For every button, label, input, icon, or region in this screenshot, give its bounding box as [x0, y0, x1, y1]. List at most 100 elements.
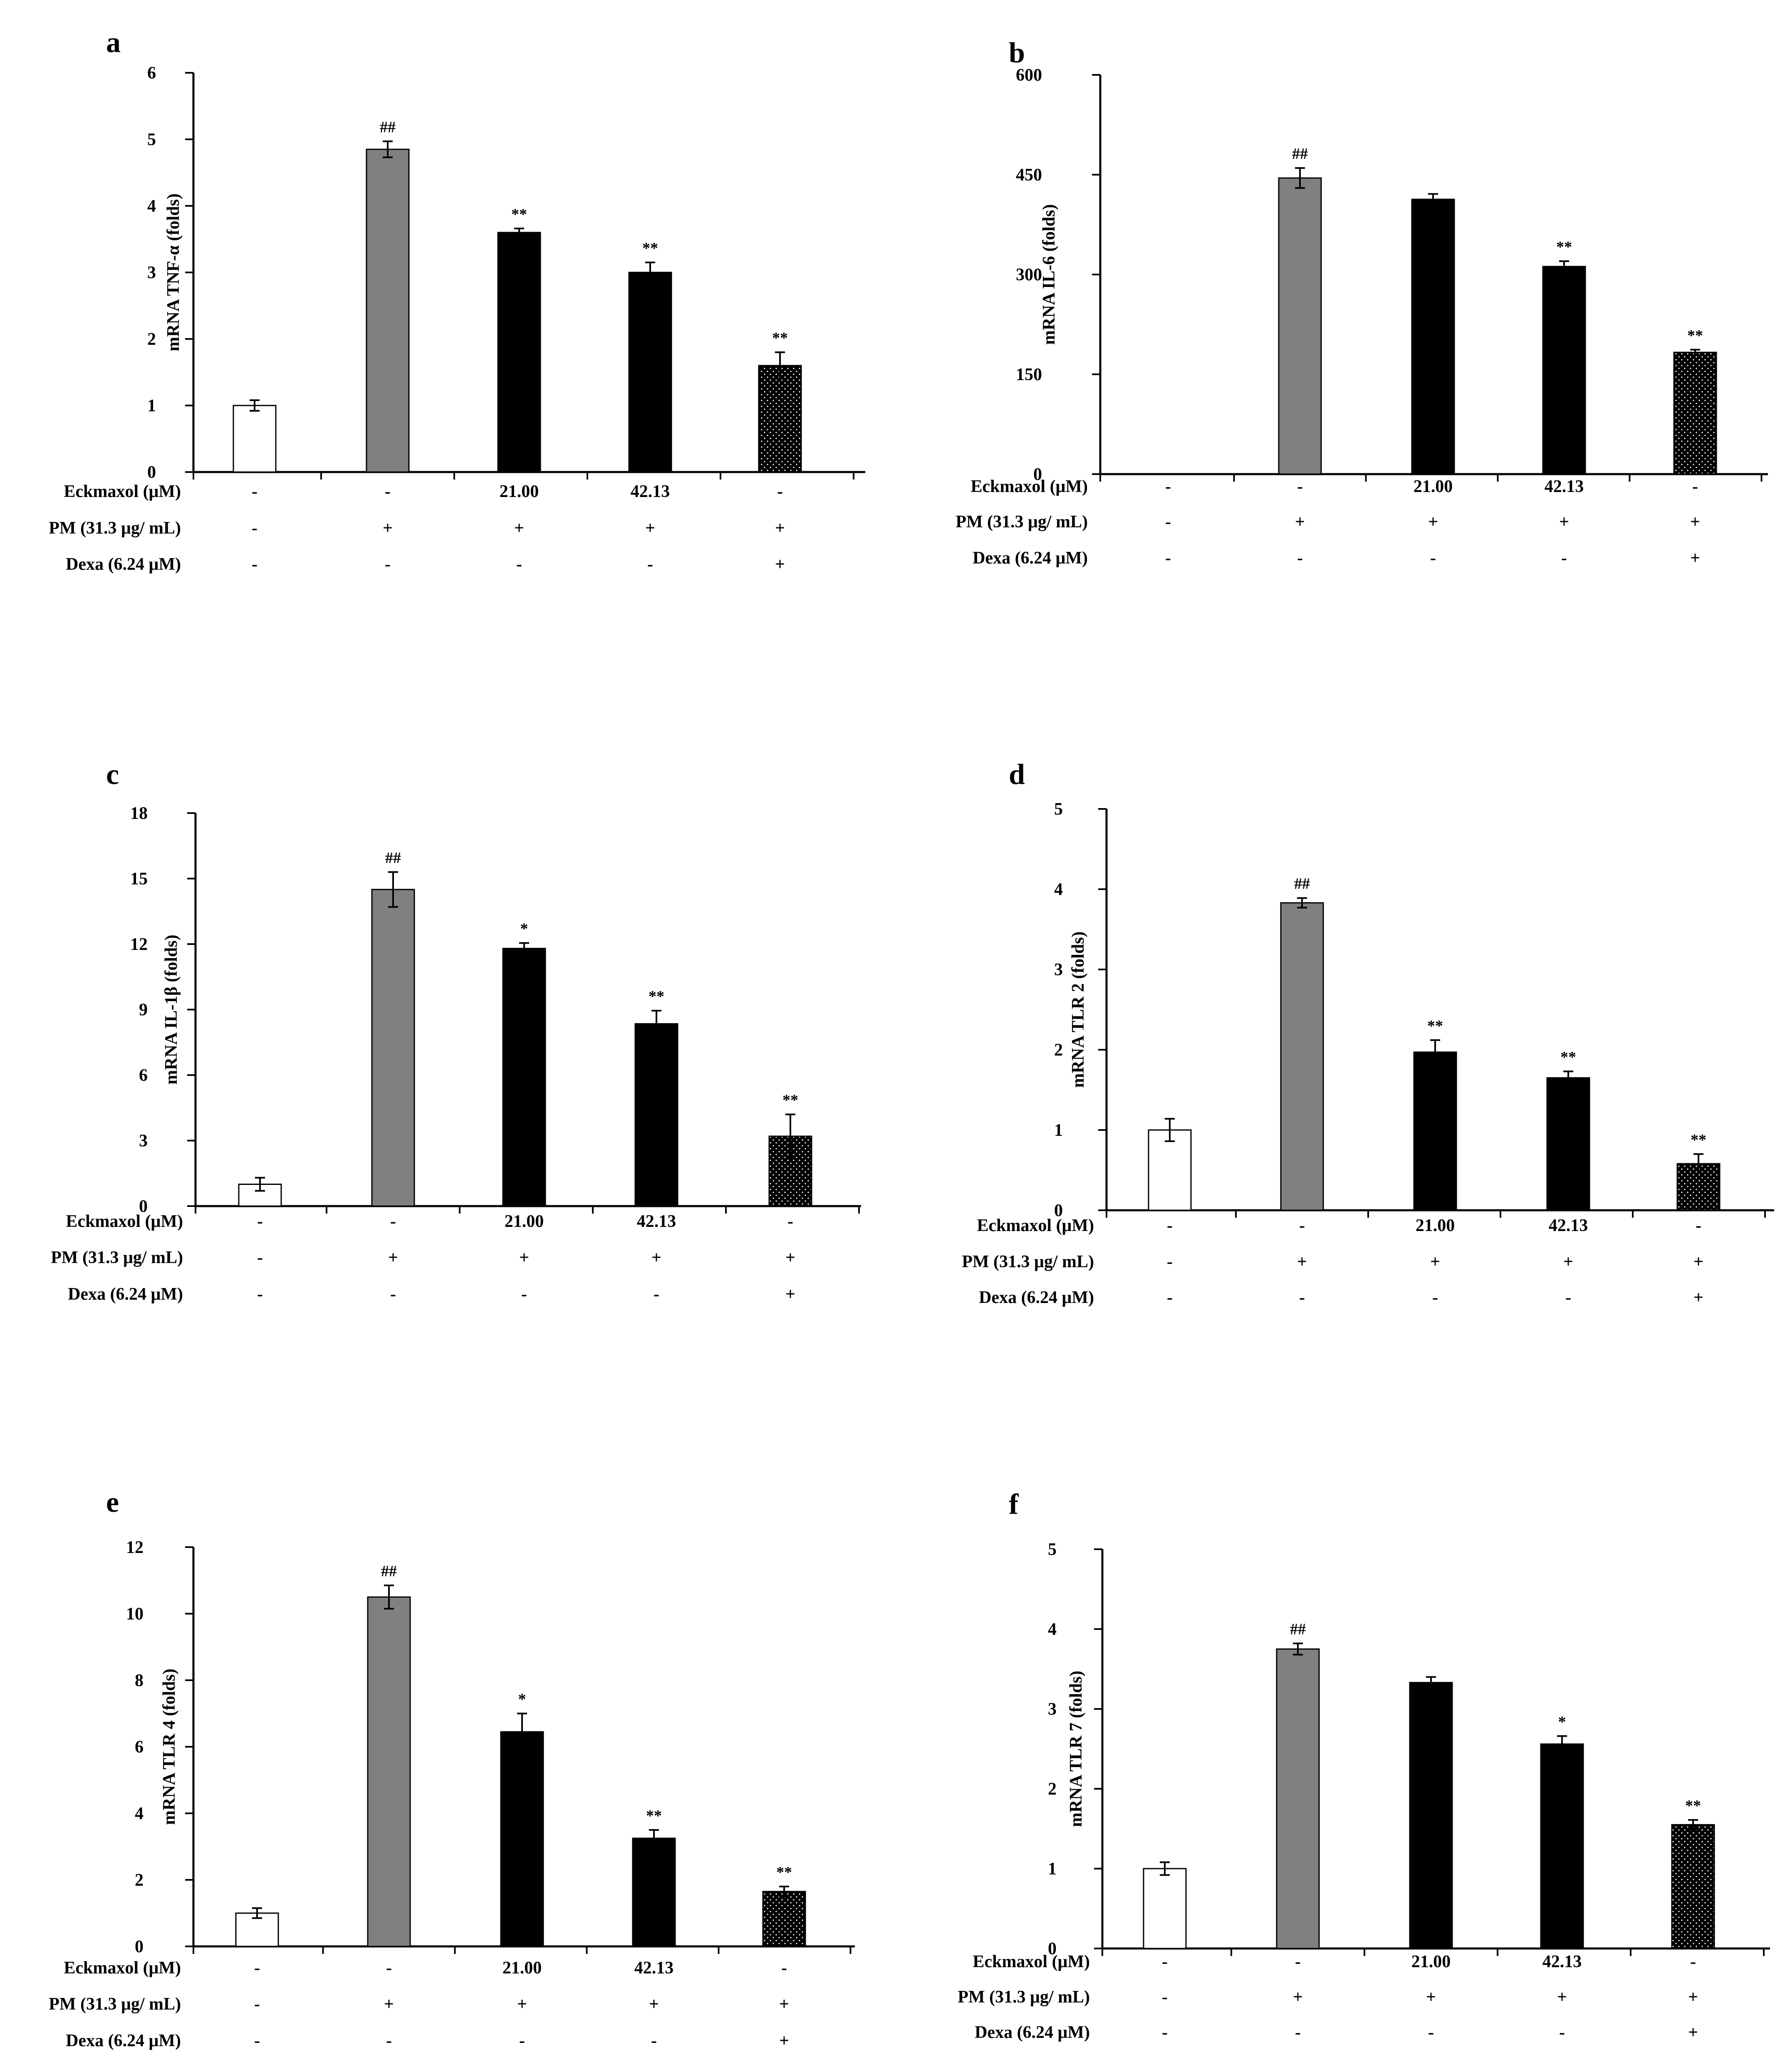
significance-label: * [1558, 1713, 1566, 1731]
condition-value-pm: + [651, 1248, 661, 1267]
condition-value-pm: + [779, 1995, 789, 2014]
bar-a-1 [366, 148, 410, 473]
condition-value-dexa: - [651, 2031, 657, 2050]
y-tick-label: 0 [1054, 1201, 1063, 1220]
bar-a-3 [628, 272, 672, 473]
condition-value-dexa: - [1559, 2023, 1565, 2042]
condition-value-pm: + [1297, 1252, 1307, 1271]
y-tick-label: 2 [1054, 1041, 1063, 1060]
condition-label-pm: PM (31.3 μg/ mL) [962, 1252, 1094, 1271]
significance-label: ** [1687, 327, 1703, 344]
y-tick-label: 150 [1016, 365, 1042, 384]
condition-value-dexa: - [390, 1285, 396, 1304]
condition-label-eckmaxol: Eckmaxol (μM) [973, 1952, 1090, 1971]
condition-value-dexa: - [252, 555, 257, 574]
condition-value-pm: - [1165, 512, 1171, 532]
condition-value-pm: + [645, 519, 655, 538]
condition-value-pm: + [649, 1995, 659, 2014]
condition-value-eckmaxol: - [1165, 477, 1171, 496]
significance-label: ** [1556, 238, 1572, 256]
significance-label: ** [649, 988, 664, 1005]
y-tick-label: 4 [135, 1804, 144, 1823]
bar-b-4 [1673, 351, 1717, 475]
condition-value-pm: + [388, 1248, 398, 1267]
y-tick-label: 3 [1048, 1700, 1057, 1719]
condition-label-eckmaxol: Eckmaxol (μM) [66, 1212, 183, 1231]
condition-value-eckmaxol: 21.00 [1414, 477, 1453, 496]
condition-value-pm: + [519, 1248, 529, 1267]
condition-value-pm: - [1167, 1252, 1173, 1271]
y-tick-label: 0 [1048, 1939, 1057, 1958]
condition-value-eckmaxol: - [1297, 477, 1303, 496]
condition-label-dexa: Dexa (6.24 μM) [973, 549, 1088, 568]
bar-a-2 [497, 232, 541, 473]
condition-value-pm: + [1293, 1988, 1303, 2007]
y-tick-label: 3 [139, 1132, 148, 1151]
bar-f-2 [1409, 1682, 1453, 1949]
condition-label-eckmaxol: Eckmaxol (μM) [970, 477, 1088, 496]
y-tick-label: 2 [147, 330, 156, 349]
panel-letter: b [1009, 37, 1025, 69]
y-tick-label: 12 [126, 1538, 144, 1557]
condition-value-pm: + [517, 1995, 527, 2014]
condition-value-eckmaxol: - [781, 1958, 787, 1978]
condition-value-eckmaxol: - [385, 482, 391, 501]
condition-value-eckmaxol: 42.13 [634, 1958, 674, 1978]
significance-label: ## [380, 119, 396, 136]
condition-value-pm: - [1162, 1988, 1168, 2007]
panel-letter: d [1009, 759, 1025, 791]
y-tick-label: 18 [130, 804, 148, 823]
condition-value-pm: + [514, 519, 524, 538]
y-tick-label: 4 [147, 197, 156, 216]
y-tick-label: 1 [1054, 1121, 1063, 1140]
bar-c-3 [634, 1023, 678, 1207]
significance-label: ## [1290, 1621, 1306, 1638]
condition-value-dexa: - [1167, 1288, 1173, 1307]
condition-value-eckmaxol: - [1690, 1952, 1696, 1971]
y-tick-label: 4 [1048, 1620, 1057, 1639]
bar-d-3 [1546, 1077, 1590, 1211]
y-axis-label: mRNA TLR 7 (folds) [1067, 1671, 1086, 1827]
chart-panel-a: a 0 1 2 3 4 5 6 mRNA TNF-α (folds) ## ** ** ** Eckmax… [49, 27, 865, 574]
significance-label: ** [1691, 1131, 1706, 1149]
y-tick-label: 3 [147, 263, 156, 282]
y-tick-label: 4 [1054, 880, 1063, 899]
bar-f-3 [1540, 1743, 1584, 1949]
condition-label-dexa: Dexa (6.24 μM) [979, 1288, 1094, 1307]
condition-value-eckmaxol: 42.13 [1549, 1216, 1588, 1235]
condition-value-eckmaxol: 21.00 [505, 1212, 544, 1231]
condition-value-dexa: - [1162, 2023, 1168, 2042]
significance-label: ** [772, 329, 788, 347]
bar-c-1 [371, 889, 415, 1207]
condition-value-pm: + [1430, 1252, 1440, 1271]
panel-letter: f [1009, 1488, 1019, 1521]
y-tick-label: 12 [130, 935, 148, 954]
significance-label: ## [1294, 875, 1310, 893]
y-tick-label: 600 [1016, 66, 1042, 85]
condition-value-dexa: + [1693, 1288, 1703, 1307]
condition-value-eckmaxol: - [787, 1212, 793, 1231]
condition-value-dexa: - [257, 1285, 263, 1304]
condition-value-pm: + [775, 519, 785, 538]
condition-value-eckmaxol: - [777, 482, 783, 501]
condition-value-dexa: - [385, 555, 391, 574]
condition-label-dexa: Dexa (6.24 μM) [68, 1285, 183, 1304]
condition-value-dexa: - [254, 2031, 260, 2050]
condition-label-eckmaxol: Eckmaxol (μM) [64, 482, 181, 501]
y-tick-label: 2 [1048, 1780, 1057, 1799]
condition-label-pm: PM (31.3 μg/ mL) [49, 519, 181, 538]
y-tick-label: 1 [1048, 1859, 1057, 1879]
significance-label: ** [1685, 1797, 1701, 1815]
bar-e-2 [500, 1731, 544, 1947]
condition-value-eckmaxol: - [1692, 477, 1698, 496]
condition-value-dexa: - [1432, 1288, 1438, 1307]
bar-a-4 [758, 365, 802, 473]
condition-value-dexa: + [1688, 2023, 1698, 2042]
significance-label: ** [511, 205, 527, 223]
condition-value-eckmaxol: - [1162, 1952, 1168, 1971]
condition-value-eckmaxol: 21.00 [1416, 1216, 1455, 1235]
condition-value-eckmaxol: - [386, 1958, 392, 1978]
